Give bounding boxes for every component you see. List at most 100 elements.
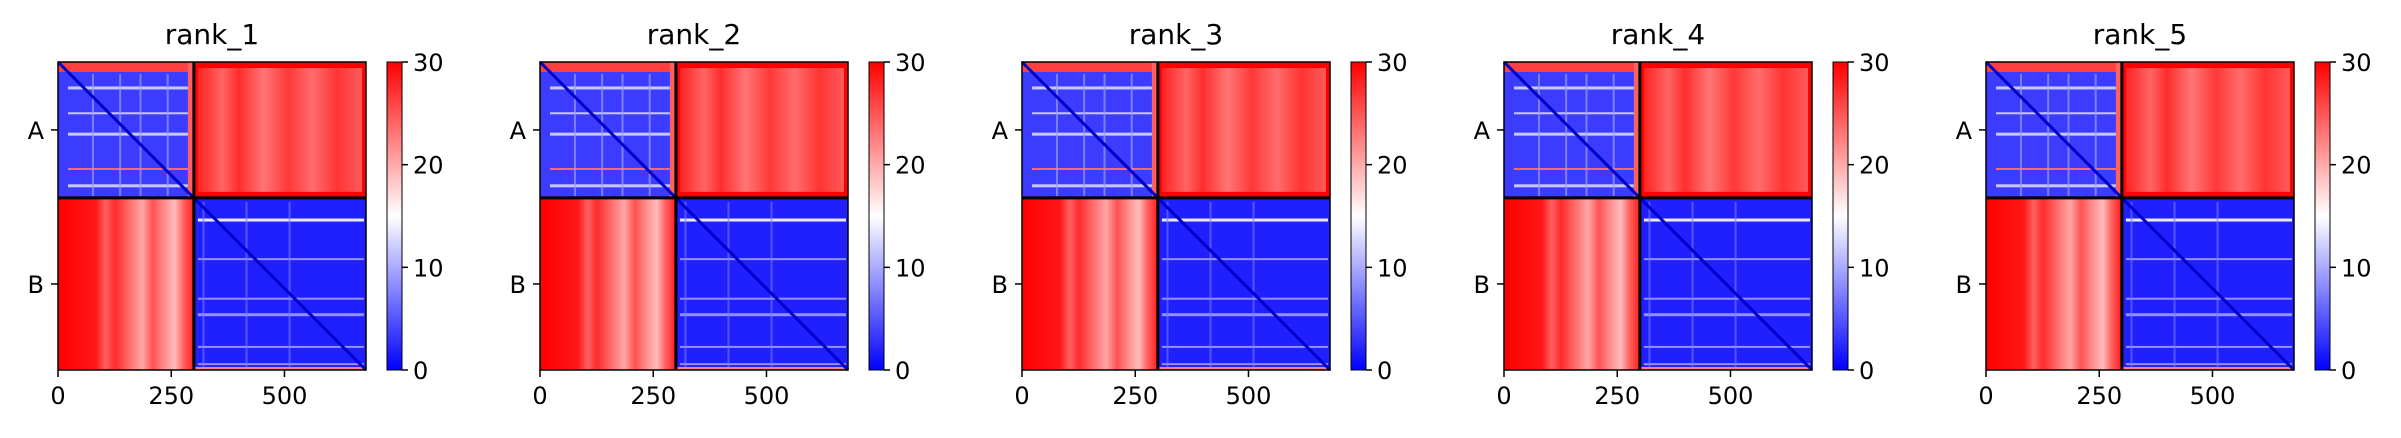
x-tick-label: 250 — [1594, 382, 1640, 410]
heatmap-aa-vband — [573, 74, 576, 196]
colorbar-tick-label: 0 — [413, 357, 428, 385]
colorbar-tick-label: 30 — [895, 49, 926, 77]
heatmap-block-ab-texture — [1643, 68, 1808, 192]
heatmap-aa-band — [550, 184, 670, 188]
axes-frame — [57, 61, 367, 371]
heatmap-aa-rim-right — [2115, 62, 2122, 198]
heatmap-panel: rank_1 0 250 500 A B 0 10 20 30 — [28, 18, 444, 410]
colorbar-tick-label: 0 — [895, 357, 910, 385]
heatmap-diagonal-b — [2120, 196, 2296, 372]
heatmap-aa-rim-top — [1986, 62, 2122, 72]
panel-title: rank_2 — [647, 18, 741, 51]
heatmap-aa-vband — [601, 74, 604, 196]
y-chain-label: A — [510, 117, 527, 145]
colorbar-tick-label: 20 — [895, 152, 926, 180]
heatmap-aa-vband — [621, 74, 624, 196]
heatmap-aa-rim-right — [1633, 62, 1640, 198]
heatmap-aa-band — [1032, 86, 1152, 90]
heatmap-bb-band — [679, 218, 846, 222]
heatmap-bb-band — [2125, 258, 2292, 261]
colorbar-tick-label: 20 — [1377, 152, 1408, 180]
heatmap-bb-vband — [1166, 201, 1169, 368]
x-tick-label: 500 — [744, 382, 790, 410]
heatmap-diagonal-b — [1156, 196, 1332, 372]
heatmap-aa-vband — [2094, 74, 2097, 196]
heatmap-diagonal-b — [674, 196, 850, 372]
heatmap-bb-vband — [2216, 201, 2219, 368]
heatmap-aa-band — [68, 112, 188, 115]
heatmap-bb-band — [1643, 258, 1810, 261]
heatmap-aa-rim-right — [187, 62, 194, 198]
heatmap-diagonal-a — [56, 60, 195, 199]
panel-title: rank_3 — [1129, 18, 1223, 51]
colorbar-tick-label: 0 — [1377, 357, 1392, 385]
panels-group: rank_1 0 250 500 A B 0 10 20 30 rank_2 0 250 500 A B 0 10… — [28, 18, 2372, 410]
colorbar-tick-label: 10 — [1859, 254, 1890, 282]
colorbar-tick-label: 20 — [413, 152, 444, 180]
heatmap-bb-band — [197, 258, 364, 261]
x-tick-label: 0 — [1496, 382, 1511, 410]
heatmap-bb-vband — [1734, 201, 1737, 368]
heatmap-bb-band — [1161, 345, 1328, 348]
heatmap-aa-band — [550, 112, 670, 115]
y-chain-label: A — [1474, 117, 1491, 145]
heatmap-bb-vband — [1252, 201, 1255, 368]
heatmap-bb-rim-bottom — [1639, 367, 1812, 370]
colorbar-tick-label: 30 — [1859, 49, 1890, 77]
y-chain-label: B — [992, 271, 1008, 299]
heatmap-bb-vband — [1209, 201, 1212, 368]
heatmap-aa-vband — [1083, 74, 1086, 196]
heatmap-aa-band — [1996, 167, 2116, 170]
heatmap-bb-band — [1161, 313, 1328, 317]
heatmap-bb-vband — [1691, 201, 1694, 368]
heatmap-aa-band — [550, 86, 670, 90]
heatmap-bb-band — [679, 258, 846, 261]
heatmap-bb-band — [2125, 363, 2292, 366]
x-tick-label: 0 — [1978, 382, 1993, 410]
heatmap-bb-band — [2125, 345, 2292, 348]
heatmap-bb-band — [2125, 218, 2292, 222]
heatmap-bb-vband — [770, 201, 773, 368]
heatmap-aa-rim-top — [1022, 62, 1158, 72]
colorbar-tick-label: 0 — [2341, 357, 2356, 385]
heatmap-block-ba-texture — [1986, 197, 2122, 370]
heatmap-bb-band — [1643, 313, 1810, 317]
heatmap-bb-vband — [2173, 201, 2176, 368]
heatmap-aa-band — [1514, 167, 1634, 170]
heatmap-bb-vband — [245, 201, 248, 368]
heatmap-aa-vband — [119, 74, 122, 196]
colorbar-tick-label: 0 — [1859, 357, 1874, 385]
heatmap-bb-band — [2125, 313, 2292, 317]
heatmap-aa-vband — [1565, 74, 1568, 196]
heatmap-diagonal-a — [1020, 60, 1159, 199]
x-tick-label: 250 — [2076, 382, 2122, 410]
heatmap-aa-band — [1996, 112, 2116, 115]
axes-frame — [539, 61, 849, 371]
heatmap-aa-band — [1032, 112, 1152, 115]
panel-title: rank_5 — [2093, 18, 2187, 51]
colorbar — [2314, 61, 2331, 371]
heatmap-block-ab-texture — [1161, 68, 1326, 192]
heatmap-bb-band — [2125, 297, 2292, 300]
heatmap-panel: rank_2 0 250 500 A B 0 10 20 30 — [510, 18, 926, 410]
heatmap-block-ab-texture — [679, 68, 844, 192]
heatmap-bb-vband — [288, 201, 291, 368]
x-tick-label: 0 — [1014, 382, 1029, 410]
heatmap-aa-rim-right — [669, 62, 676, 198]
heatmap-diagonal-b — [192, 196, 368, 372]
heatmap-aa-band — [1996, 184, 2116, 188]
heatmap-aa-band — [1996, 86, 2116, 90]
colorbar-tick-label: 30 — [413, 49, 444, 77]
heatmap-bb-rim-bottom — [1157, 367, 1330, 370]
colorbar-tick-label: 10 — [895, 254, 926, 282]
heatmap-block-ba-texture — [1022, 197, 1158, 370]
x-tick-label: 0 — [50, 382, 65, 410]
colorbar-tick-label: 20 — [2341, 152, 2372, 180]
heatmap-bb-vband — [2130, 201, 2133, 368]
heatmap-aa-band — [1514, 132, 1634, 136]
heatmap-bb-band — [1161, 363, 1328, 366]
heatmap-aa-band — [68, 132, 188, 136]
axes-frame — [1985, 61, 2295, 371]
heatmap-aa-vband — [1585, 74, 1588, 196]
